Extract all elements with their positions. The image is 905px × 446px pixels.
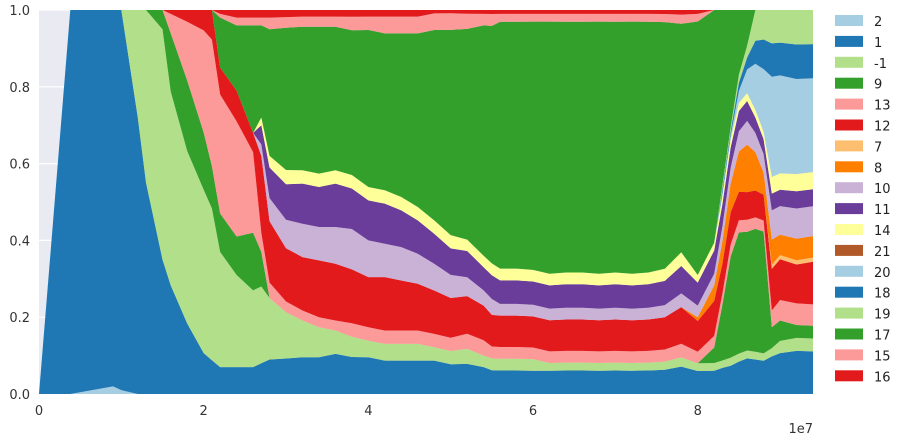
legend-swatch-19 [835, 307, 863, 319]
y-tick-label: 1.0 [9, 4, 30, 19]
legend-label: 1 [874, 36, 882, 51]
legend-swatch-1 [835, 35, 863, 47]
legend-swatch-13 [835, 98, 863, 110]
y-tick-label: 0.2 [9, 311, 30, 326]
legend-label: 2 [874, 15, 882, 30]
legend-label: 14 [874, 224, 891, 239]
legend-label: 13 [874, 99, 891, 114]
x-tick-label: 4 [364, 404, 372, 419]
x-tick-label: 8 [694, 404, 702, 419]
legend-swatch-11 [835, 203, 863, 215]
legend-swatch-12 [835, 119, 863, 131]
legend-swatch-14 [835, 224, 863, 235]
x-axis-offset-label: 1e7 [788, 422, 813, 437]
x-tick-label: 2 [200, 404, 208, 419]
legend-label: 10 [874, 182, 891, 197]
legend-swatch-18 [835, 286, 863, 298]
area-series-17 [39, 10, 813, 394]
legend-swatch-15 [835, 349, 863, 361]
legend-label: -1 [874, 57, 887, 72]
x-tick-label: 6 [529, 404, 537, 419]
area-series-1 [39, 10, 813, 394]
legend-label: 8 [874, 161, 882, 176]
legend-label: 11 [874, 203, 891, 218]
y-tick-label: 0.0 [9, 388, 30, 403]
x-axis-ticks: 0 2 4 6 8 [35, 404, 702, 419]
legend-label: 21 [874, 245, 891, 260]
legend-swatch-20 [835, 265, 863, 277]
y-axis-ticks: 0.0 0.2 0.4 0.6 0.8 1.0 [9, 4, 30, 403]
legend-swatch-21 [835, 244, 863, 256]
area-series-11 [39, 10, 813, 394]
area-series--1 [39, 10, 813, 394]
legend-label: 16 [874, 370, 891, 385]
legend-swatch-2 [835, 15, 863, 26]
legend-swatch--1 [835, 56, 863, 68]
area-series-2 [39, 386, 813, 394]
y-tick-label: 0.4 [9, 234, 30, 249]
legend-swatch-17 [835, 328, 863, 340]
y-tick-label: 0.8 [9, 81, 30, 96]
area-series [39, 10, 813, 394]
legend-label: 15 [874, 349, 891, 364]
legend-label: 12 [874, 120, 891, 135]
legend-swatch-16 [835, 370, 863, 382]
area-series-12 [39, 10, 813, 394]
x-tick-label: 0 [35, 404, 43, 419]
legend-swatch-9 [835, 77, 863, 89]
legend-swatch-7 [835, 140, 863, 152]
legend-swatch-10 [835, 182, 863, 194]
legend-swatch-8 [835, 161, 863, 173]
legend-label: 17 [874, 329, 891, 344]
legend-label: 18 [874, 287, 891, 302]
legend-label: 20 [874, 266, 891, 281]
legend-label: 9 [874, 78, 882, 93]
y-tick-label: 0.6 [9, 158, 30, 173]
legend-label: 7 [874, 140, 882, 155]
legend-label: 19 [874, 308, 891, 323]
